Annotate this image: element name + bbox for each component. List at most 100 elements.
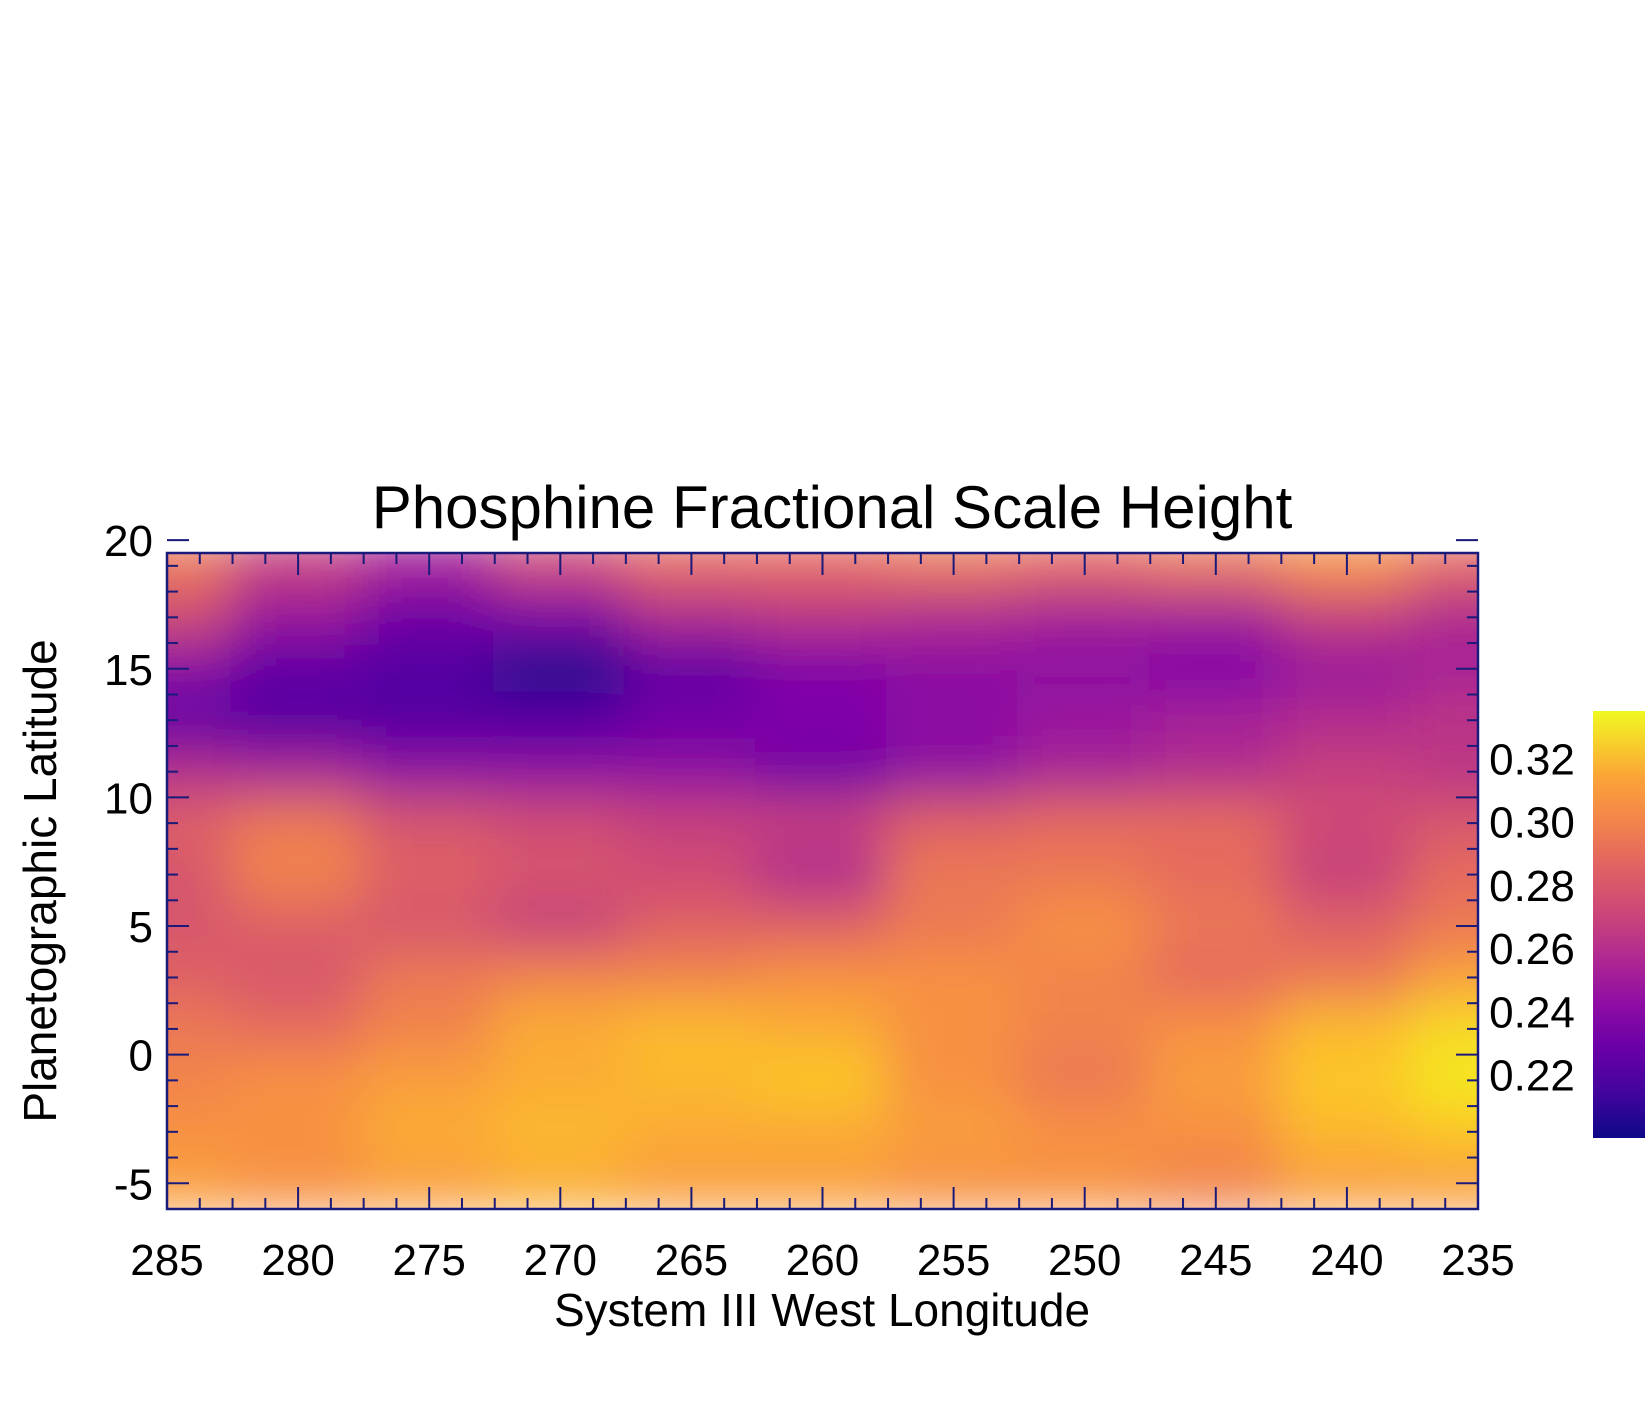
heatmap-cell (167, 1052, 235, 1109)
heatmap-cell (492, 743, 628, 800)
colorbar-tick-label: 0.24 (1489, 988, 1575, 1037)
y-axis-label: Planetographic Latitude (14, 639, 66, 1122)
x-tick-label: 250 (1048, 1236, 1121, 1285)
heatmap-cell (167, 1001, 235, 1057)
heatmap-cell (492, 949, 628, 1006)
x-tick-label: 255 (917, 1236, 990, 1285)
heatmap-cell (1279, 1001, 1415, 1057)
x-tick-label: 245 (1179, 1236, 1252, 1285)
heatmap-cell (886, 795, 1022, 851)
heatmap-cell (754, 743, 891, 800)
heatmap-cell (754, 589, 891, 646)
heatmap-cell (1148, 846, 1284, 903)
heatmap-cell (886, 589, 1022, 646)
heatmap-cell (886, 949, 1022, 1006)
heatmap-cell (754, 641, 891, 697)
heatmap-cell (754, 846, 891, 903)
heatmap-cell (361, 641, 497, 697)
heatmap-cell (1279, 641, 1415, 697)
colorbar-tick-label: 0.22 (1489, 1052, 1575, 1101)
heatmap-cell (167, 692, 235, 748)
heatmap-cell (1017, 692, 1153, 748)
heatmap-cell (623, 641, 759, 697)
y-tick-label: 20 (104, 517, 153, 566)
heatmap-cell (1410, 795, 1478, 851)
colorbar-gradient (1593, 774, 1645, 1138)
heatmap-cell (492, 641, 628, 697)
heatmap-cell (886, 898, 1022, 954)
heatmap-cell (167, 589, 235, 646)
heatmap-cell (623, 846, 759, 903)
heatmap-cell (1017, 795, 1153, 851)
heatmap-cell (623, 795, 759, 851)
heatmap-cell (361, 589, 497, 646)
heatmap-cell (361, 743, 497, 800)
heatmap-cell (361, 1001, 497, 1057)
colorbar-tick-label: 0.28 (1489, 862, 1575, 911)
heatmap-cell (1148, 1052, 1284, 1109)
y-tick-label: -5 (114, 1160, 153, 1209)
heatmap-cell (1279, 1104, 1415, 1160)
heatmap-cell (230, 589, 366, 646)
heatmap-cell (1410, 1052, 1478, 1109)
heatmap-cell (167, 1104, 235, 1160)
heatmap-cell (492, 898, 628, 954)
heatmap-cell (623, 1001, 759, 1057)
heatmap-cell (1148, 1001, 1284, 1057)
heatmap-cell (1148, 898, 1284, 954)
heatmap-cells (167, 553, 1478, 1209)
heatmap-cell (361, 898, 497, 954)
heatmap-cell (623, 1104, 759, 1160)
heatmap-cell (1017, 949, 1153, 1006)
heatmap-cell (1148, 692, 1284, 748)
heatmap-cell (230, 641, 366, 697)
heatmap-cell (1017, 1052, 1153, 1109)
y-axis-ticks: -5 0 5 10 15 20 (104, 517, 1478, 1210)
heatmap-cell (1410, 1001, 1478, 1057)
heatmap-cell (230, 795, 366, 851)
heatmap-cell (492, 1104, 628, 1160)
x-tick-label: 285 (130, 1236, 203, 1285)
y-tick-label: 0 (129, 1032, 153, 1081)
heatmap-cell (754, 1052, 891, 1109)
heatmap-cell (492, 1052, 628, 1109)
heatmap-cell (167, 743, 235, 800)
heatmap-cell (361, 692, 497, 748)
heatmap-cell (1017, 641, 1153, 697)
heatmap-cell (754, 898, 891, 954)
heatmap-cell (1279, 692, 1415, 748)
heatmap-cell (492, 1001, 628, 1057)
heatmap-cell (1279, 743, 1415, 800)
heatmap-cell (754, 692, 891, 748)
heatmap-cell (1279, 949, 1415, 1006)
x-tick-label: 240 (1310, 1236, 1383, 1285)
heatmap-cell (1148, 641, 1284, 697)
x-tick-label: 265 (655, 1236, 728, 1285)
heatmap-cell (623, 589, 759, 646)
heatmap-cell (492, 692, 628, 748)
colorbar-tick-label: 0.26 (1489, 925, 1575, 974)
heatmap-cell (1017, 1104, 1153, 1160)
heatmap-cell (361, 949, 497, 1006)
heatmap-cell (623, 949, 759, 1006)
plot-area (167, 553, 1478, 1209)
heatmap-cell (1279, 846, 1415, 903)
colorbar-tick-labels: 0.22 0.24 0.26 0.28 0.30 0.32 (1489, 735, 1575, 1100)
heatmap-cell (492, 589, 628, 646)
heatmap-cell (1279, 589, 1415, 646)
heatmap-cell (230, 743, 366, 800)
heatmap-cell (1148, 743, 1284, 800)
heatmap-cell (1410, 846, 1478, 903)
colorbar-tick-label: 0.30 (1489, 799, 1575, 848)
heatmap-cell (230, 1104, 366, 1160)
x-axis-ticks: 285 280 275 270 265 260 255 250 245 240 235 (130, 553, 1515, 1285)
heatmap-cell (1279, 1052, 1415, 1109)
heatmap-cell (361, 1104, 497, 1160)
heatmap-cell (1017, 846, 1153, 903)
x-tick-label: 260 (786, 1236, 859, 1285)
heatmap-cell (1410, 1104, 1478, 1160)
chart-title: Phosphine Fractional Scale Height (372, 474, 1293, 541)
heatmap-cell (754, 949, 891, 1006)
heatmap-cell (623, 1052, 759, 1109)
heatmap-cell (1410, 589, 1478, 646)
